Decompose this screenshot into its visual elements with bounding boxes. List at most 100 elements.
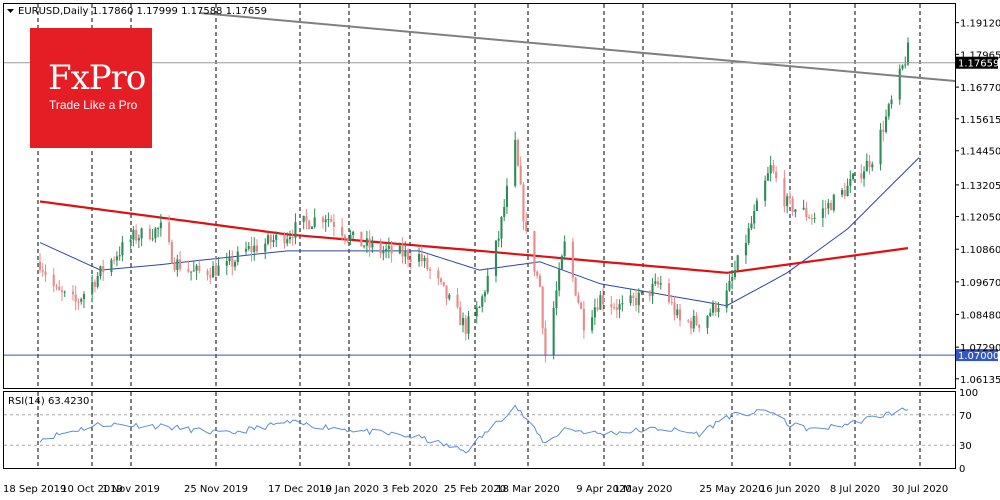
candle [563, 235, 566, 261]
candle-body [209, 275, 212, 278]
candle [519, 156, 522, 186]
candle [236, 246, 239, 266]
candle [706, 315, 709, 334]
price-axis-label: 1.07290 [960, 343, 1000, 354]
candle-body [91, 281, 94, 295]
candle [538, 273, 541, 288]
candle [613, 302, 616, 311]
candle [135, 224, 138, 244]
candle [862, 166, 866, 187]
candle-body [456, 294, 459, 308]
candle-body [580, 302, 583, 309]
ohlc-values: 1.17860 1.17999 1.17588 1.17659 [92, 6, 267, 17]
candle [753, 204, 756, 230]
candle [536, 270, 539, 279]
candle-body [862, 171, 866, 179]
candle-body [560, 256, 563, 270]
candle [349, 229, 352, 245]
candle-body [302, 215, 305, 223]
candle-body [190, 271, 193, 273]
candle-body [678, 309, 682, 321]
candle [195, 263, 198, 280]
candle [294, 213, 297, 245]
candle-body [247, 246, 250, 249]
candle [99, 265, 102, 280]
candle-body [330, 218, 333, 222]
main-chart-frame [3, 3, 956, 389]
candle [678, 303, 682, 327]
candle [159, 214, 162, 237]
candle [225, 252, 228, 276]
candle-body [407, 250, 410, 260]
candle-body [198, 265, 201, 271]
candle-body [775, 171, 778, 179]
candle [711, 300, 715, 316]
x-axis-label: 30 Jul 2020 [892, 484, 949, 495]
candle [794, 209, 797, 218]
candle [459, 301, 462, 326]
candle [365, 230, 368, 254]
candle-body [272, 239, 275, 243]
candle-body [264, 243, 267, 252]
candle-body [310, 226, 313, 229]
candle-body [129, 239, 132, 243]
candle-body [214, 266, 217, 276]
candle-body [538, 275, 541, 287]
current-price-label: 1.17659 [958, 59, 999, 70]
candle-body [596, 307, 599, 310]
candle [343, 233, 346, 245]
candle [321, 215, 324, 229]
candle [63, 290, 66, 298]
candle-body [884, 116, 888, 132]
x-axis-label: 8 Jul 2020 [830, 484, 880, 495]
candle [286, 232, 289, 247]
candle-body [365, 238, 368, 246]
candle [118, 246, 121, 261]
ma-fast-line [39, 157, 920, 307]
candle [192, 261, 195, 272]
candle-body [398, 245, 401, 254]
candle-body [830, 202, 833, 211]
candle [514, 131, 517, 188]
candle-body [841, 190, 844, 195]
candle-body [82, 294, 86, 300]
candle [750, 216, 753, 231]
candle [692, 309, 695, 333]
candle [445, 285, 448, 306]
candle-body [808, 217, 811, 219]
candle-body [706, 315, 709, 328]
candle [659, 275, 662, 290]
candle-body [827, 202, 830, 209]
candle-body [709, 312, 712, 316]
candle-body [483, 292, 487, 297]
candle-body [516, 139, 520, 166]
candle-body [352, 231, 355, 236]
candle [574, 276, 577, 297]
candle [418, 247, 421, 267]
candle [379, 238, 382, 259]
candle [420, 245, 423, 267]
candle [744, 234, 747, 264]
candle-body [753, 210, 756, 224]
candle [503, 199, 506, 222]
candle [637, 288, 640, 313]
dropdown-arrow-icon[interactable] [7, 9, 14, 13]
candle-body [821, 208, 824, 218]
candle [813, 212, 816, 223]
candle-body [555, 290, 558, 308]
candle-body [283, 234, 286, 244]
candle-body [173, 263, 176, 271]
candle-body [648, 290, 651, 296]
candle-body [168, 222, 171, 242]
x-axis-label: 10 Jan 2020 [319, 484, 379, 495]
candle-body [448, 294, 451, 299]
candle [198, 259, 201, 274]
candle-body [832, 194, 835, 211]
candle-body [563, 241, 566, 257]
candle-body [582, 308, 585, 331]
candle-body [629, 295, 632, 304]
candle [654, 273, 657, 286]
candle-body [170, 241, 173, 264]
candle-body [541, 286, 544, 329]
candle [398, 242, 401, 255]
